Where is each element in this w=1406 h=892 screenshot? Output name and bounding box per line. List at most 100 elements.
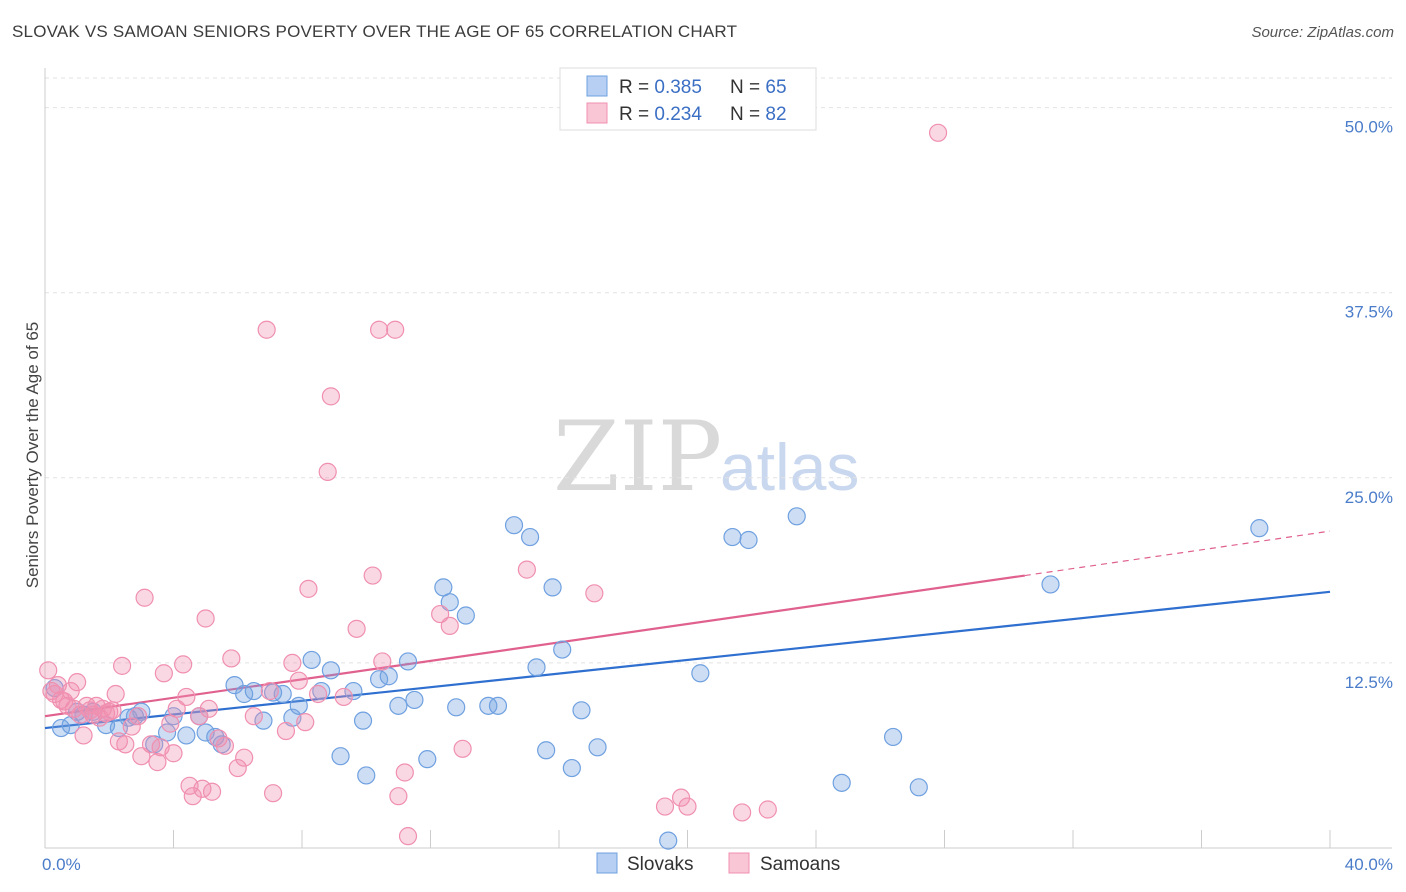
bottom-legend-swatch-samoans bbox=[728, 852, 750, 874]
axes bbox=[44, 68, 1392, 849]
data-point-slovaks bbox=[787, 507, 806, 526]
data-point-samoans bbox=[122, 717, 141, 736]
data-point-samoans bbox=[228, 758, 247, 778]
data-point-samoans bbox=[199, 699, 218, 718]
data-point-samoans bbox=[260, 681, 279, 701]
data-point-samoans bbox=[68, 673, 87, 692]
legend: R = 0.385 N = 65 R = 0.234 N = 82 bbox=[559, 67, 817, 131]
data-point-slovaks bbox=[353, 711, 373, 730]
source-label: Source: ZipAtlas.com bbox=[1251, 24, 1394, 41]
data-point-samoans bbox=[263, 784, 283, 803]
data-point-slovaks bbox=[389, 696, 408, 715]
trend-line-dashed-samoans bbox=[1024, 530, 1331, 577]
legend-r-label: R = bbox=[619, 104, 654, 125]
data-point-slovaks bbox=[302, 650, 321, 670]
trend-line-slovaks bbox=[44, 590, 1331, 730]
data-point-samoans bbox=[363, 566, 382, 585]
y-axis-label: Seniors Poverty Over the Age of 65 bbox=[23, 322, 42, 588]
data-point-samoans bbox=[174, 655, 193, 674]
data-point-samoans bbox=[655, 797, 675, 816]
bottom-legend-swatch-slovaks bbox=[596, 852, 618, 874]
x-tick-label: 0.0% bbox=[42, 855, 81, 874]
data-point-slovaks bbox=[723, 527, 742, 547]
data-point-slovaks bbox=[504, 516, 524, 535]
data-point-slovaks bbox=[1041, 575, 1060, 594]
data-point-samoans bbox=[235, 748, 254, 767]
data-point-samoans bbox=[678, 797, 697, 816]
data-point-samoans bbox=[440, 616, 459, 635]
data-point-samoans bbox=[164, 744, 183, 763]
data-point-samoans bbox=[103, 701, 122, 720]
data-point-samoans bbox=[347, 619, 366, 638]
data-point-samoans bbox=[517, 560, 536, 579]
data-point-slovaks bbox=[418, 750, 437, 769]
data-point-samoans bbox=[453, 739, 472, 758]
data-point-samoans bbox=[112, 656, 132, 675]
data-point-slovaks bbox=[553, 640, 572, 659]
data-point-slovaks bbox=[909, 778, 928, 797]
data-point-slovaks bbox=[691, 664, 710, 683]
y-tick-label: 50.0% bbox=[1345, 118, 1393, 137]
watermark-atlas: atlas bbox=[720, 430, 859, 504]
data-point-samoans bbox=[132, 747, 151, 766]
watermark-zip: ZIP bbox=[553, 401, 722, 513]
data-point-slovaks bbox=[520, 527, 540, 547]
data-point-samoans bbox=[370, 320, 389, 339]
data-point-slovaks bbox=[543, 578, 562, 597]
data-point-samoans bbox=[71, 705, 90, 724]
data-point-samoans bbox=[386, 320, 405, 339]
chart-title: SLOVAK VS SAMOAN SENIORS POVERTY OVER TH… bbox=[12, 22, 738, 41]
x-tick-label: 40.0% bbox=[1345, 855, 1393, 874]
legend-n-value: 65 bbox=[765, 77, 786, 98]
data-point-samoans bbox=[39, 661, 58, 680]
data-point-slovaks bbox=[588, 738, 607, 757]
legend-r-label: R = bbox=[619, 77, 654, 98]
data-point-slovaks bbox=[405, 690, 424, 710]
data-point-slovaks bbox=[447, 698, 466, 717]
data-point-slovaks bbox=[398, 652, 418, 671]
bottom-legend-label-samoans: Samoans bbox=[760, 854, 840, 875]
data-point-slovaks bbox=[357, 766, 376, 785]
data-point-slovaks bbox=[562, 758, 581, 778]
data-point-samoans bbox=[928, 123, 948, 142]
trend-lines bbox=[44, 530, 1331, 730]
svg-text:R = 0.385: R = 0.385 bbox=[619, 77, 702, 98]
data-point-slovaks bbox=[572, 701, 591, 720]
data-point-samoans bbox=[183, 787, 202, 806]
y-tick-label: 37.5% bbox=[1345, 303, 1393, 322]
data-point-slovaks bbox=[479, 696, 498, 715]
legend-r-value: 0.385 bbox=[654, 77, 702, 98]
x-tick-labels: 0.0% 40.0% bbox=[42, 855, 1393, 874]
data-point-samoans bbox=[395, 763, 414, 782]
legend-n-label: N = bbox=[730, 77, 765, 98]
data-point-samoans bbox=[283, 653, 302, 673]
data-point-slovaks bbox=[1250, 519, 1269, 538]
data-point-slovaks bbox=[321, 661, 341, 680]
data-point-samoans bbox=[585, 584, 604, 603]
y-tick-labels: 12.5% 25.0% 37.5% 50.0% bbox=[1345, 118, 1393, 692]
data-point-samoans bbox=[321, 387, 341, 406]
data-point-samoans bbox=[148, 753, 167, 772]
legend-n-label: N = bbox=[730, 104, 765, 125]
data-point-samoans bbox=[308, 684, 328, 704]
data-point-slovaks bbox=[883, 727, 903, 747]
data-point-samoans bbox=[671, 788, 691, 807]
data-point-slovaks bbox=[537, 741, 556, 760]
data-point-slovaks bbox=[527, 658, 546, 677]
data-point-samoans bbox=[209, 729, 228, 748]
data-point-samoans bbox=[318, 462, 337, 481]
bottom-legend: Slovaks Samoans bbox=[596, 852, 840, 875]
data-point-samoans bbox=[215, 736, 234, 755]
svg-text:N = 82: N = 82 bbox=[730, 104, 787, 125]
data-point-slovaks bbox=[289, 696, 308, 715]
data-point-samoans bbox=[244, 707, 263, 726]
data-point-samoans bbox=[42, 681, 61, 701]
data-point-samoans bbox=[177, 687, 196, 707]
data-point-samoans bbox=[190, 707, 209, 726]
data-point-samoans bbox=[733, 803, 752, 822]
data-points bbox=[39, 123, 1269, 850]
data-point-slovaks bbox=[254, 711, 273, 730]
data-point-slovaks bbox=[177, 726, 196, 745]
data-point-samoans bbox=[276, 721, 296, 741]
